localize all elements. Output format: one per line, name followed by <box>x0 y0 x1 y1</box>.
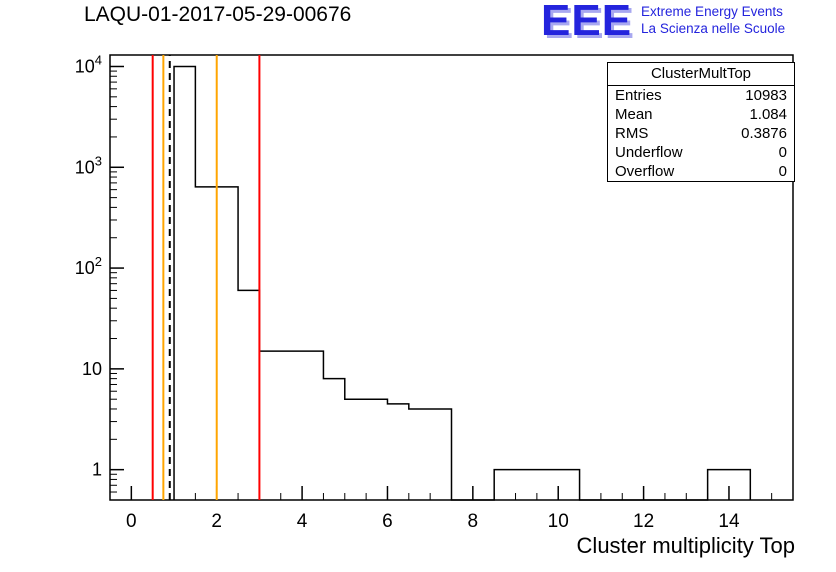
plot-title: LAQU-01-2017-05-29-00676 <box>84 3 352 26</box>
stats-row: RMS 0.3876 <box>608 124 794 143</box>
x-axis-title: Cluster multiplicity Top <box>576 533 795 558</box>
eee-logo-captions: Extreme Energy Events La Scienza nelle S… <box>641 3 785 37</box>
stats-label: Mean <box>615 106 653 123</box>
stats-row: Entries 10983 <box>608 86 794 105</box>
stats-value: 1.084 <box>749 106 787 123</box>
stats-value: 0.3876 <box>741 125 787 142</box>
eee-logo-text: EEE <box>541 0 633 45</box>
y-tick-label: 104 <box>75 52 102 76</box>
logo-line-2: La Scienza nelle Scuole <box>641 21 786 36</box>
x-tick-label: 10 <box>548 511 569 532</box>
x-tick-label: 6 <box>382 511 393 532</box>
y-tick-label: 102 <box>75 254 102 278</box>
stats-box: ClusterMultTop Entries 10983 Mean 1.084 … <box>607 62 795 182</box>
y-tick-label: 1 <box>92 460 102 480</box>
x-tick-label: 8 <box>468 511 479 532</box>
stats-value: 0 <box>778 144 787 161</box>
logo-line-1: Extreme Energy Events <box>641 4 783 19</box>
stats-label: Entries <box>615 87 662 104</box>
stats-row: Overflow 0 <box>608 162 794 181</box>
y-tick-label: 103 <box>75 153 102 177</box>
stats-row: Underflow 0 <box>608 143 794 162</box>
y-tick-label: 10 <box>82 359 102 379</box>
stats-value: 0 <box>778 163 787 180</box>
stats-value: 10983 <box>745 87 787 104</box>
eee-logo: EEE Extreme Energy Events La Scienza nel… <box>541 0 785 45</box>
stats-title: ClusterMultTop <box>608 63 794 86</box>
stats-row: Mean 1.084 <box>608 105 794 124</box>
x-tick-label: 12 <box>633 511 654 532</box>
x-tick-label: 0 <box>126 511 137 532</box>
stats-label: Underflow <box>615 144 683 161</box>
histogram-line <box>173 65 752 501</box>
x-tick-label: 4 <box>297 511 308 532</box>
stats-label: Overflow <box>615 163 675 180</box>
stats-label: RMS <box>615 125 649 142</box>
x-tick-label: 2 <box>211 511 222 532</box>
x-tick-label: 14 <box>718 511 740 532</box>
